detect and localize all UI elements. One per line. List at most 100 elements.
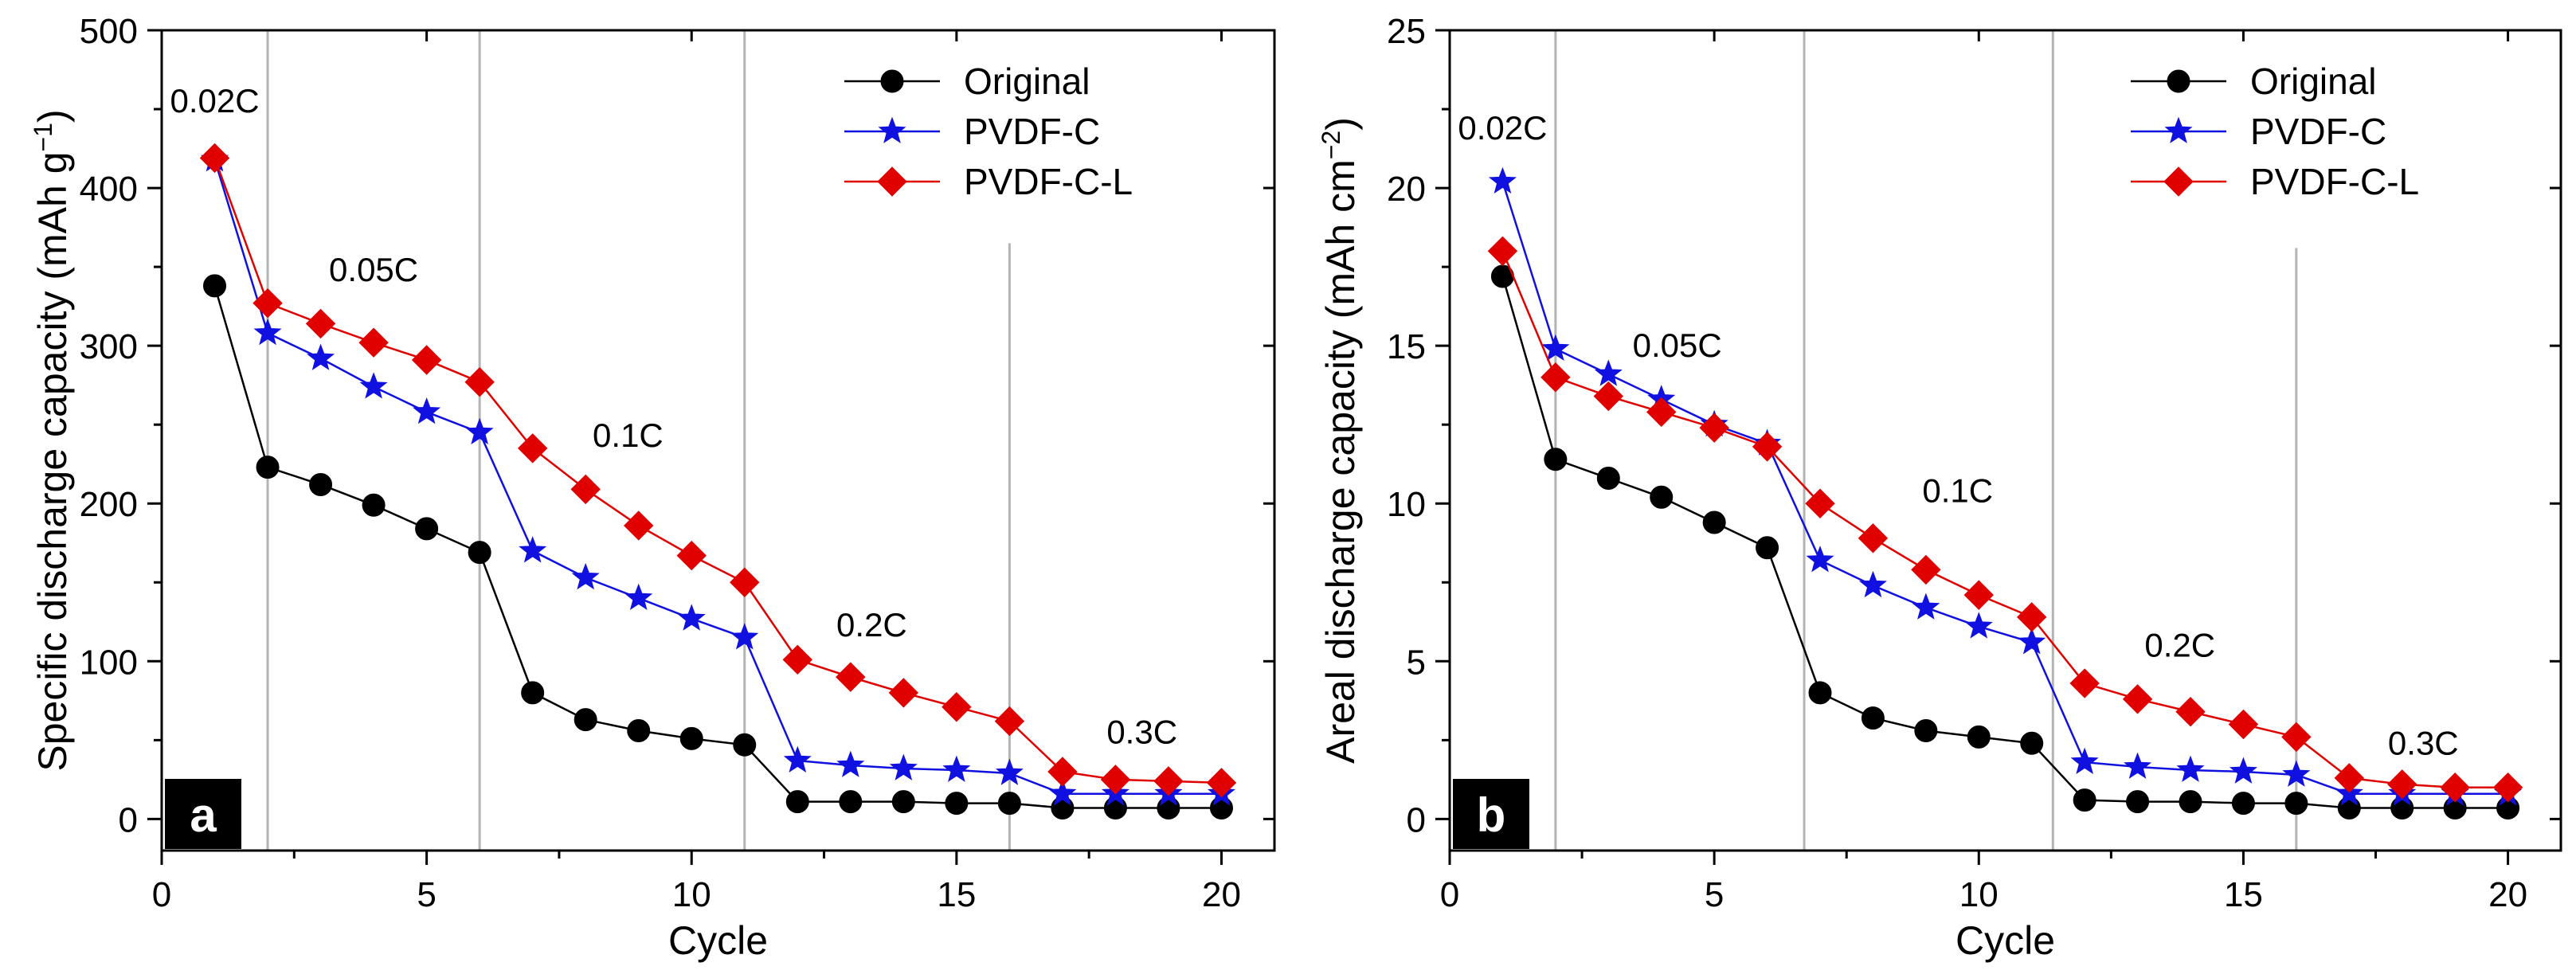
data-point-original: [627, 718, 651, 742]
data-point-original: [945, 792, 969, 816]
data-point-original: [1544, 448, 1568, 471]
y-tick-label: 25: [1387, 12, 1426, 51]
rate-label: 0.3C: [2388, 724, 2459, 761]
data-point-pvdf-c-l: [676, 540, 707, 571]
data-point-pvdf-c: [1964, 612, 1993, 639]
y-axis-label-superscript: −1: [29, 123, 57, 151]
data-point-pvdf-c-l: [994, 706, 1025, 737]
data-point-pvdf-c: [413, 397, 441, 424]
data-point-pvdf-c-l: [1487, 236, 1518, 267]
y-axis-label: Specific discharge capacity (mAh g−1): [29, 109, 75, 771]
data-point-original: [1861, 706, 1885, 730]
x-tick-label: 20: [1202, 875, 1241, 914]
data-point-original: [2337, 796, 2361, 820]
rate-label: 0.2C: [836, 606, 907, 643]
data-point-original: [2284, 792, 2308, 816]
data-point-pvdf-c: [783, 745, 812, 773]
data-point-pvdf-c-l: [2387, 769, 2417, 800]
panel-letter: b: [1477, 788, 1506, 842]
data-point-original: [1650, 485, 1674, 509]
y-axis-label-close: ): [30, 109, 75, 123]
data-point-pvdf-c: [942, 755, 971, 782]
data-point-pvdf-c-l: [2334, 763, 2364, 793]
rate-label: 0.3C: [1106, 713, 1177, 750]
legend-marker-pvdf-c-l: [877, 166, 907, 197]
legend-label: PVDF-C: [964, 111, 1100, 152]
y-tick-label: 200: [80, 485, 138, 524]
data-point-original: [1103, 796, 1127, 820]
rate-label: 0.05C: [329, 251, 418, 288]
rate-label: 0.02C: [170, 82, 259, 119]
data-point-pvdf-c-l: [1206, 768, 1237, 798]
plot-frame: [160, 29, 1276, 852]
data-point-pvdf-c: [1594, 359, 1623, 386]
data-point-pvdf-c-l: [2440, 773, 2470, 803]
panel-letter-badge: [1453, 779, 1529, 849]
legend-marker-pvdf-c-l: [2163, 166, 2194, 197]
data-point-pvdf-c-l: [2492, 773, 2523, 803]
data-point-pvdf-c: [2176, 755, 2205, 782]
data-point-pvdf-c: [1048, 779, 1077, 806]
data-point-original: [1596, 467, 1620, 491]
data-point-pvdf-c-l: [1541, 362, 1571, 393]
data-point-pvdf-c-l: [1100, 765, 1131, 795]
legend-marker-original: [880, 69, 904, 93]
y-tick-label: 20: [1387, 170, 1426, 209]
x-tick-label: 10: [1959, 875, 1999, 914]
data-point-pvdf-c-l: [1858, 523, 1889, 553]
x-tick-label: 0: [152, 875, 171, 914]
data-point-original: [2179, 790, 2202, 814]
data-point-pvdf-c-l: [1646, 397, 1677, 428]
x-tick-label: 5: [417, 875, 436, 914]
data-point-pvdf-c: [1858, 570, 1887, 598]
chart-panel-b: 0 5 10 15 20 0 5 10 15 20 25 Cycle Areal discharge c…: [1317, 12, 2562, 963]
data-point-original: [997, 792, 1021, 816]
data-point-pvdf-c-l: [942, 692, 972, 722]
data-point-pvdf-c-l: [1963, 580, 1994, 610]
data-point-pvdf-c-l: [2122, 684, 2153, 714]
y-tick-label: 10: [1387, 485, 1426, 524]
data-point-pvdf-c-l: [2017, 602, 2047, 632]
x-tick-label: 5: [1705, 875, 1724, 914]
y-axis-label: Areal discharge capacity (mAh cm−2): [1317, 117, 1363, 764]
data-point-pvdf-c-l: [1911, 554, 1941, 585]
data-point-pvdf-c-l: [888, 678, 919, 708]
data-point-pvdf-c: [1806, 546, 1834, 573]
plot-frame: [1448, 29, 2562, 852]
data-point-original: [521, 681, 545, 705]
data-point-pvdf-c-l: [2228, 709, 2259, 740]
y-tick-label: 0: [119, 800, 138, 839]
data-point-original: [679, 726, 703, 750]
y-tick-label: 500: [80, 12, 138, 51]
data-point-original: [1914, 718, 1938, 742]
data-point-pvdf-c: [889, 753, 918, 780]
data-point-pvdf-c: [1912, 593, 1940, 620]
rate-label: 0.1C: [1922, 471, 1993, 509]
data-point-pvdf-c-l: [411, 345, 442, 375]
y-axis-label-main: Areal discharge capacity (mAh cm: [1318, 159, 1363, 764]
data-point-pvdf-c-l: [2069, 668, 2100, 698]
data-point-pvdf-c-l: [1593, 381, 1623, 412]
panel-letter-badge: [165, 779, 241, 849]
rate-label: 0.02C: [1458, 109, 1547, 147]
data-point-pvdf-c: [2018, 628, 2046, 655]
data-point-original: [839, 790, 863, 814]
data-point-pvdf-c-l: [305, 308, 336, 339]
data-point-pvdf-c-l: [1805, 488, 1835, 518]
data-point-pvdf-c: [624, 583, 653, 610]
y-tick-label: 300: [80, 327, 138, 366]
data-point-pvdf-c: [2070, 747, 2099, 774]
legend-label: PVDF-C-L: [964, 161, 1133, 202]
x-tick-label: 15: [2224, 875, 2263, 914]
data-point-original: [468, 541, 491, 565]
data-point-original: [891, 790, 915, 814]
data-point-original: [256, 456, 280, 479]
y-tick-label: 100: [80, 643, 138, 682]
data-point-pvdf-c: [677, 604, 706, 631]
data-point-original: [2126, 790, 2150, 814]
legend-marker-pvdf-c: [2164, 116, 2193, 143]
data-point-pvdf-c: [995, 758, 1024, 785]
